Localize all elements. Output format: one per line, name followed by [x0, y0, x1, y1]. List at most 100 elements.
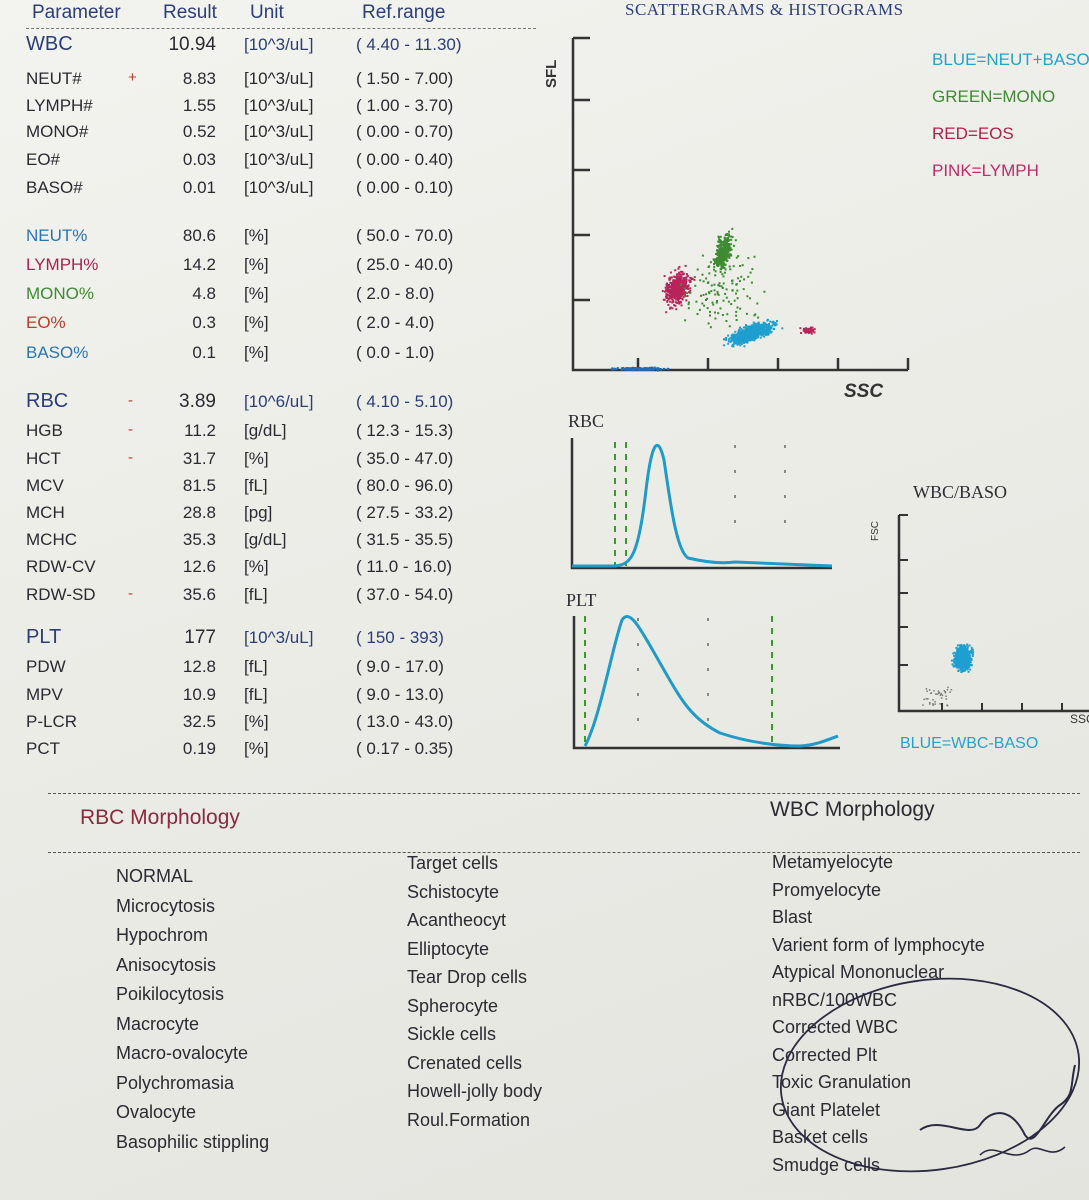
- scatter-point: [955, 665, 958, 667]
- scatter-point: [742, 332, 745, 335]
- scatter-point: [730, 303, 733, 306]
- scatter-point: [965, 664, 968, 667]
- scatter-point: [723, 254, 726, 257]
- scatter-point: [923, 698, 925, 701]
- scatter-point: [759, 331, 762, 334]
- scatter-point: [719, 245, 722, 247]
- scatter-point: [761, 325, 764, 328]
- reference-range: ( 4.10 - 5.10): [356, 392, 454, 411]
- header-divider: [26, 28, 536, 29]
- scatter-point: [717, 250, 719, 253]
- reference-range: ( 25.0 - 40.0): [356, 255, 454, 274]
- scatter-point: [702, 294, 705, 296]
- scatter-point: [716, 244, 719, 247]
- scatter-point: [960, 649, 963, 652]
- reference-range: ( 1.50 - 7.00): [356, 69, 454, 88]
- scatter-axes: [571, 36, 910, 372]
- scatter-point: [727, 255, 730, 258]
- unit-value: [pg]: [244, 503, 273, 522]
- scatter-point: [670, 276, 673, 279]
- scatter-point: [721, 246, 724, 249]
- scatter-point: [965, 654, 968, 657]
- scatter-point: [762, 332, 765, 335]
- scatter-point: [675, 286, 678, 289]
- scatter-point: [769, 327, 772, 330]
- scatter-point: [969, 668, 972, 671]
- scatter-point: [656, 368, 659, 370]
- scatter-point: [670, 294, 673, 297]
- scatter-point: [735, 319, 738, 321]
- scatter-point: [970, 648, 973, 651]
- scatter-point: [651, 368, 654, 371]
- scatter-point: [748, 332, 751, 335]
- scatter-point: [972, 653, 974, 656]
- scatter-point: [722, 240, 725, 243]
- scatter-point: [730, 338, 733, 341]
- scatter-point: [729, 337, 732, 340]
- scatter-point: [722, 244, 725, 247]
- scatter-point: [676, 282, 679, 285]
- scatter-point: [717, 257, 720, 260]
- scatter-point: [952, 665, 955, 668]
- scatter-point: [667, 289, 670, 292]
- wdf-scattergram: SFL SSC: [543, 36, 910, 400]
- scatter-point: [682, 277, 685, 280]
- scatter-point: [967, 670, 970, 673]
- scatter-point: [676, 278, 678, 281]
- scatter-point: [968, 657, 971, 660]
- scatter-point: [727, 300, 730, 303]
- scatter-point: [722, 265, 725, 268]
- scatter-point: [683, 293, 686, 296]
- scatter-point: [670, 289, 673, 292]
- scatter-point: [966, 658, 969, 661]
- scatter-point: [806, 331, 809, 334]
- scatter-point: [972, 651, 975, 654]
- scatter-point: [671, 301, 674, 304]
- parameter-name: MCH: [26, 503, 65, 522]
- scatter-point: [957, 664, 960, 667]
- unit-value: [%]: [244, 226, 269, 245]
- scatter-point: [730, 334, 733, 337]
- scatter-point: [736, 297, 739, 300]
- wbc-baso-axes: [897, 515, 1089, 713]
- reference-range: ( 37.0 - 54.0): [356, 585, 454, 604]
- scatter-point: [713, 289, 716, 292]
- scatter-point: [724, 263, 727, 266]
- scatter-point: [675, 276, 678, 279]
- scatter-point: [731, 289, 734, 292]
- scatter-point: [726, 253, 729, 256]
- unit-value: [10^3/uL]: [244, 628, 314, 647]
- scatter-point: [956, 650, 959, 653]
- parameter-name: RDW-CV: [26, 557, 96, 576]
- scatter-point: [699, 279, 702, 282]
- result-value: 10.94: [168, 34, 216, 55]
- parameter-name: BASO%: [26, 343, 89, 362]
- scatter-point: [717, 235, 720, 238]
- scatter-point: [721, 241, 723, 244]
- scatter-point: [696, 313, 699, 315]
- scatter-point: [750, 332, 753, 335]
- scatter-point: [722, 275, 725, 278]
- scatter-point: [965, 650, 968, 653]
- result-value: 0.01: [182, 178, 216, 197]
- morphology-item: Giant Platelet: [772, 1099, 881, 1120]
- scatter-point: [813, 331, 816, 334]
- scatter-point: [722, 250, 725, 252]
- scatter-point: [726, 233, 729, 236]
- legend-entry: GREEN=MONO: [932, 87, 1056, 106]
- scatter-point: [773, 323, 776, 326]
- scatter-point: [719, 258, 722, 261]
- wbc-baso-y-label: FSC: [870, 521, 881, 541]
- reference-range: ( 12.3 - 15.3): [356, 421, 454, 440]
- scatter-point: [714, 258, 717, 261]
- scatter-point: [624, 368, 627, 371]
- scatter-point: [725, 337, 727, 339]
- scatter-point: [653, 367, 656, 370]
- scatter-point: [721, 287, 724, 289]
- scatter-point: [665, 296, 668, 299]
- scatter-point: [741, 340, 744, 343]
- scatter-point: [754, 334, 757, 337]
- scatter-point: [725, 288, 728, 291]
- scatter-point: [751, 333, 754, 335]
- scatter-dots: [610, 227, 816, 372]
